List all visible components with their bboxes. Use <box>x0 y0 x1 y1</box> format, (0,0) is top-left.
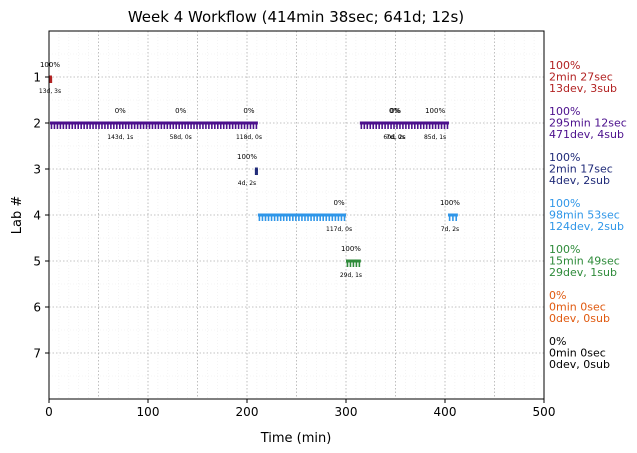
lab-5-summary-line: 15min 49sec <box>549 255 620 268</box>
x-tick-label: 100 <box>137 405 160 419</box>
lab-segments <box>49 75 458 267</box>
y-tick-label: 4 <box>33 209 41 223</box>
y-tick-label: 1 <box>33 71 41 85</box>
lab-4-annotation-pct: 0% <box>334 199 345 207</box>
lab-2-summary-line: 295min 12sec <box>549 117 627 130</box>
lab-2-annotation-counts: 7d, 0s <box>386 134 404 141</box>
lab-2-annotation-pct: 0% <box>243 107 254 115</box>
lab-3-annotation-counts: 4d, 2s <box>238 180 256 187</box>
annotations: 100% 13d, 3s 0% 143d, 1s 0% 58d, 0s 0% 118d, 0s… <box>39 61 460 279</box>
lab-6-summary-line: 0dev, 0sub <box>549 312 610 325</box>
lab-2-annotation-counts: 58d, 0s <box>170 134 192 141</box>
x-tick-label: 300 <box>335 405 358 419</box>
y-tick-label: 5 <box>33 255 41 269</box>
lab-2-annotation-pct: 0% <box>115 107 126 115</box>
lab-5-annotation-counts: 29d, 1s <box>340 272 362 279</box>
lab-2-annotation-counts: 85d, 1s <box>424 134 446 141</box>
lab-4-summary-line: 100% <box>549 197 580 210</box>
y-tick-label: 6 <box>33 301 41 315</box>
lab-4-summary-line: 124dev, 2sub <box>549 220 624 233</box>
lab-3-summary-line: 4dev, 2sub <box>549 174 610 187</box>
lab-3-summary-line: 100% <box>549 151 580 164</box>
chart-title: Week 4 Workflow (414min 38sec; 641d; 12s… <box>128 8 464 26</box>
lab-6-summary-line: 0min 0sec <box>549 301 606 314</box>
y-axis-ticks: 1 2 3 4 5 6 7 <box>33 71 49 361</box>
lab-2-summary-line: 471dev, 4sub <box>549 128 624 141</box>
lab-2-annotation-counts: 60d, 2s <box>383 134 405 141</box>
y-axis-label: Lab # <box>10 196 25 235</box>
lab-2-summary-line: 100% <box>549 105 580 118</box>
lab-3-annotation-pct: 100% <box>237 153 257 161</box>
lab-1-summary-line: 100% <box>549 59 580 72</box>
lab-2-annotation-counts: 118d, 0s <box>236 134 262 141</box>
lab-3-summary-line: 2min 17sec <box>549 163 613 176</box>
lab-1-annotation-counts: 13d, 3s <box>39 88 61 95</box>
y-tick-label: 2 <box>33 117 41 131</box>
lab-2-annotation-pct: 0% <box>175 107 186 115</box>
lab-2-annotation-pct: 100% <box>425 107 445 115</box>
lab-1-summary-line: 2min 27sec <box>549 71 613 84</box>
x-axis-label: Time (min) <box>260 431 332 446</box>
lab-6-summary-line: 0% <box>549 289 566 302</box>
y-tick-label: 7 <box>33 347 41 361</box>
lab-5-summary-line: 29dev, 1sub <box>549 266 617 279</box>
y-tick-label: 3 <box>33 163 41 177</box>
lab-4-annotation-counts: 117d, 0s <box>326 226 352 233</box>
x-tick-label: 0 <box>45 405 53 419</box>
lab-1-summary-line: 13dev, 3sub <box>549 82 617 95</box>
lab-5-annotation-pct: 100% <box>341 245 361 253</box>
lab-2-annotation-counts: 143d, 1s <box>107 134 133 141</box>
lab-4-annotation-counts: 7d, 2s <box>441 226 459 233</box>
lab-2-annotation-pct: 0% <box>389 107 400 115</box>
x-tick-label: 400 <box>434 405 457 419</box>
lab-4-annotation-pct: 100% <box>440 199 460 207</box>
lab-1-annotation-pct: 100% <box>40 61 60 69</box>
lab-2-annotation-pct: 0% <box>390 107 401 115</box>
lab-5-summary-line: 100% <box>549 243 580 256</box>
lab-7-summary-line: 0dev, 0sub <box>549 358 610 371</box>
lab-4-summary-line: 98min 53sec <box>549 209 620 222</box>
lab-7-summary-line: 0% <box>549 335 566 348</box>
x-axis-ticks: 0 100 200 300 400 500 <box>45 399 555 419</box>
x-tick-label: 200 <box>236 405 259 419</box>
lab-7-summary-line: 0min 0sec <box>549 347 606 360</box>
x-tick-label: 500 <box>533 405 556 419</box>
